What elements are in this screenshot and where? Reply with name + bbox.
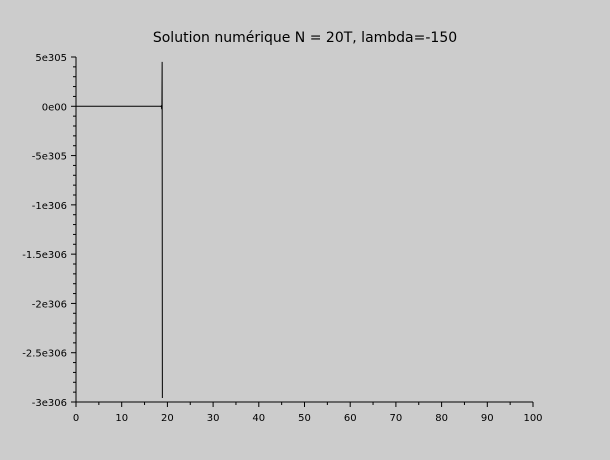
data-layer [76,61,163,399]
y-tick-label: -3e306 [32,398,67,409]
x-tick-label: 70 [390,413,403,424]
y-tick-label: -5e305 [32,152,67,163]
y-tick-label: -1.5e306 [22,250,67,261]
y-tick-label: 5e305 [35,53,67,64]
x-tick-label: 90 [481,413,494,424]
y-tick-label: 0e00 [42,102,67,113]
x-tick-label: 100 [523,413,542,424]
axes-layer: 0 10 20 30 40 50 60 70 80 90 100 5e305 0e00 -5e305 -1e… [22,53,542,424]
x-tick-label: 20 [161,413,174,424]
x-tick-label: 80 [435,413,448,424]
y-tick-label: -1e306 [32,201,67,212]
x-tick-label: 10 [115,413,128,424]
y-tick-label: -2e306 [32,299,67,310]
y-tick-label: -2.5e306 [22,349,67,360]
chart-title: Solution numérique N = 20T, lambda=-150 [153,30,457,46]
series-line-1 [76,61,163,399]
x-tick-label: 60 [344,413,357,424]
x-tick-label: 40 [252,413,265,424]
x-tick-label: 30 [207,413,220,424]
x-tick-label: 50 [298,413,311,424]
x-tick-label: 0 [73,413,79,424]
